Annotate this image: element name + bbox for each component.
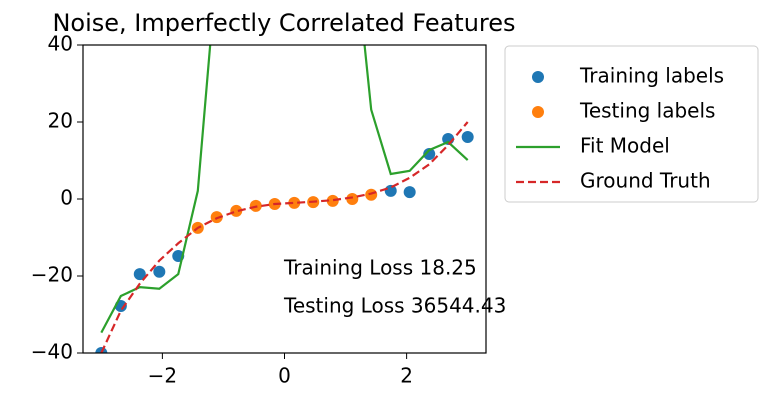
- data-point: [153, 265, 166, 278]
- legend-label: Ground Truth: [580, 169, 711, 193]
- legend-label: Testing labels: [579, 99, 715, 123]
- chart-title: Noise, Imperfectly Correlated Features: [52, 9, 515, 37]
- y-tick-label: 40: [48, 32, 73, 56]
- series-line: [100, 121, 469, 353]
- y-tick-label: 20: [48, 109, 73, 133]
- legend-marker: [532, 106, 544, 118]
- legend: [504, 45, 759, 203]
- plot-area: [95, 45, 474, 353]
- data-point: [403, 186, 416, 199]
- y-tick-label: −40: [31, 340, 73, 364]
- data-point: [365, 188, 378, 201]
- legend-label: Training labels: [579, 64, 724, 88]
- x-tick-label: −2: [148, 364, 177, 388]
- y-tick-label: −20: [31, 263, 73, 287]
- data-point: [423, 147, 436, 160]
- x-tick-label: 0: [278, 364, 291, 388]
- data-point: [384, 184, 397, 197]
- legend-marker: [532, 71, 544, 83]
- annotation: Training Loss 18.25: [283, 256, 477, 280]
- series-line: [100, 45, 469, 334]
- data-point: [230, 204, 243, 217]
- y-tick-label: 0: [60, 186, 73, 210]
- data-point: [346, 193, 359, 205]
- data-point: [133, 268, 146, 281]
- data-point: [461, 131, 474, 144]
- legend-label: Fit Model: [580, 134, 670, 158]
- data-point: [288, 196, 301, 209]
- data-point: [326, 194, 339, 207]
- x-tick-label: 2: [400, 364, 413, 388]
- annotation: Testing Loss 36544.43: [283, 294, 506, 318]
